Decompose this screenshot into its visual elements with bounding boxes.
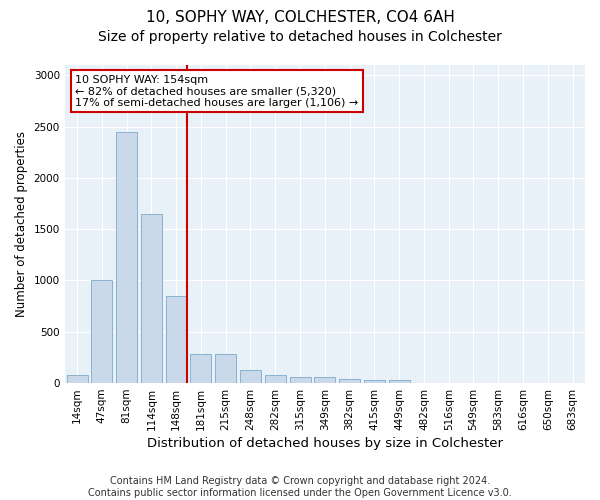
Bar: [265, 376, 286, 383]
Text: 10, SOPHY WAY, COLCHESTER, CO4 6AH: 10, SOPHY WAY, COLCHESTER, CO4 6AH: [146, 10, 454, 25]
Bar: [339, 379, 360, 383]
Bar: [116, 132, 137, 383]
Text: 10 SOPHY WAY: 154sqm
← 82% of detached houses are smaller (5,320)
17% of semi-de: 10 SOPHY WAY: 154sqm ← 82% of detached h…: [75, 74, 358, 108]
Bar: [141, 214, 162, 383]
Text: Size of property relative to detached houses in Colchester: Size of property relative to detached ho…: [98, 30, 502, 44]
Bar: [389, 380, 410, 383]
Text: Contains HM Land Registry data © Crown copyright and database right 2024.
Contai: Contains HM Land Registry data © Crown c…: [88, 476, 512, 498]
Bar: [240, 370, 261, 383]
X-axis label: Distribution of detached houses by size in Colchester: Distribution of detached houses by size …: [147, 437, 503, 450]
Bar: [166, 296, 187, 383]
Y-axis label: Number of detached properties: Number of detached properties: [15, 131, 28, 317]
Bar: [364, 380, 385, 383]
Bar: [290, 377, 311, 383]
Bar: [215, 354, 236, 383]
Bar: [67, 376, 88, 383]
Bar: [190, 354, 211, 383]
Bar: [91, 280, 112, 383]
Bar: [438, 382, 459, 383]
Bar: [314, 378, 335, 383]
